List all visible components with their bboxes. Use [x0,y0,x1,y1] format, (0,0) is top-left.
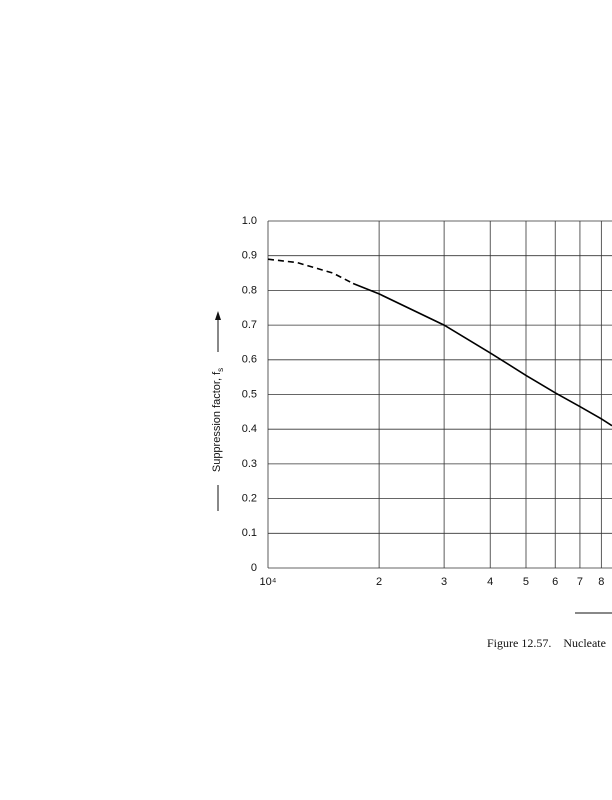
x-tick-label: 8 [598,576,604,588]
y-tick-label: 1.0 [242,215,257,227]
y-tick-label: 0.2 [242,493,257,505]
y-tick-label: 0.6 [242,354,257,366]
y-axis-label-text: Suppression factor, f [211,371,223,472]
curve [352,282,612,427]
x-tick-label: 3 [441,576,447,588]
y-axis-label-subscript: s [216,368,225,372]
y-tick-label: 0.7 [242,319,257,331]
y-tick-label: 0.5 [242,388,257,400]
y-axis-label: Suppression factor, fs [211,368,225,472]
curve [267,258,354,285]
y-tick-label: 0.9 [242,250,257,262]
x-tick-label: 2 [376,576,382,588]
y-tick-label: 0.3 [242,458,257,470]
x-tick-label: 6 [552,576,558,588]
y-tick-label: 0 [251,562,257,574]
x-tick-label: 5 [523,576,529,588]
arrow-head [215,311,221,320]
x-tick-label: 7 [577,576,583,588]
y-tick-label: 0.8 [242,284,257,296]
caption: Figure 12.57. Nucleate [487,636,606,650]
x-tick-label: 10⁴ [260,576,277,588]
y-tick-label: 0.1 [242,527,257,539]
y-tick-label: 0.4 [242,423,257,435]
x-tick-label: 4 [487,576,493,588]
